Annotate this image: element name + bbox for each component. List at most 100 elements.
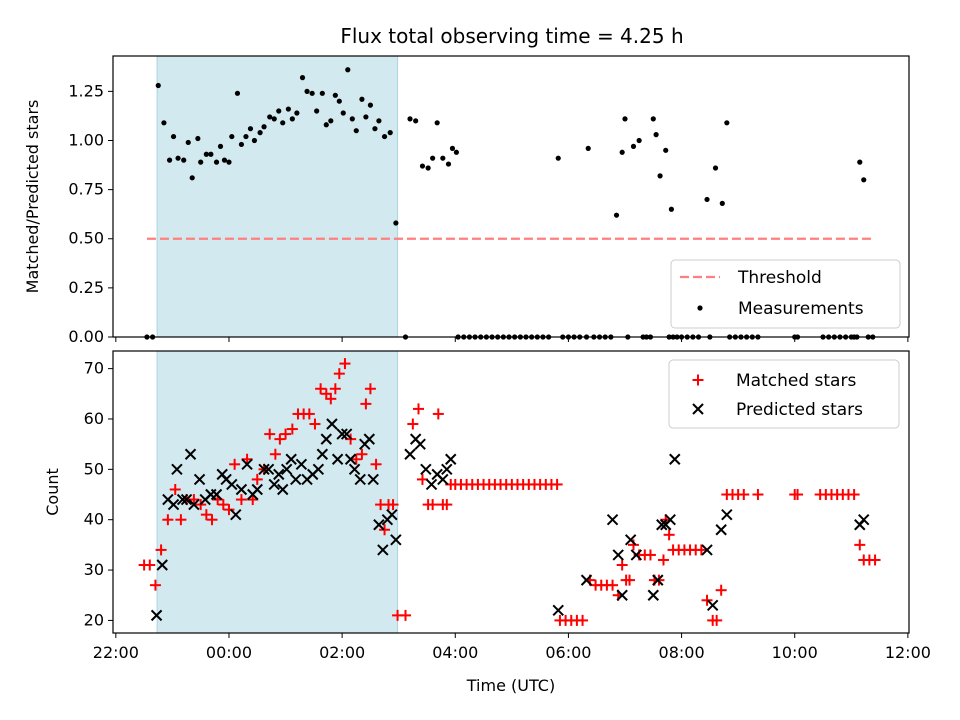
measurement-point bbox=[430, 155, 436, 161]
measurement-point bbox=[261, 124, 267, 130]
measurement-point bbox=[257, 130, 263, 136]
measurement-point bbox=[653, 132, 659, 138]
measurement-point bbox=[243, 133, 249, 140]
measurement-point bbox=[285, 106, 291, 112]
matched-star-point bbox=[350, 453, 362, 465]
measurement-point bbox=[622, 116, 628, 122]
measurement-point bbox=[712, 165, 719, 171]
predicted-star-point bbox=[180, 493, 193, 506]
y-tick-label: 1.00 bbox=[68, 130, 104, 149]
measurement-point bbox=[359, 96, 365, 102]
matched-star-point bbox=[309, 418, 321, 430]
measurement-point bbox=[217, 143, 224, 149]
matched-star-point bbox=[432, 408, 444, 420]
measurement-point bbox=[185, 139, 191, 146]
matched-star-point bbox=[441, 499, 453, 511]
measurement-point bbox=[393, 220, 399, 226]
measurement-point bbox=[195, 135, 201, 142]
matched-star-point bbox=[657, 554, 669, 566]
predicted-star-point bbox=[320, 433, 332, 445]
predicted-star-point bbox=[706, 599, 719, 612]
bottom-axes-frame bbox=[112, 350, 910, 634]
matched-star-point bbox=[315, 383, 327, 395]
predicted-star-point bbox=[616, 589, 628, 601]
y-tick-label: 40 bbox=[84, 510, 104, 529]
matched-star-point bbox=[251, 473, 263, 485]
x-tick-label: 08:00 bbox=[659, 643, 705, 662]
matched-star-point bbox=[235, 494, 247, 506]
predicted-star-point bbox=[377, 544, 389, 556]
predicted-star-point bbox=[390, 534, 402, 546]
bottom-y-axis-label: Count bbox=[43, 468, 62, 516]
bottom-legend-box bbox=[668, 359, 900, 429]
measurement-point bbox=[387, 130, 393, 136]
matched-star-point bbox=[200, 509, 212, 521]
y-tick-label: 1.25 bbox=[68, 81, 104, 100]
top-legend: Threshold Measurements bbox=[670, 259, 901, 329]
measurement-point bbox=[181, 157, 187, 163]
measurement-point bbox=[166, 157, 173, 163]
measurement-point bbox=[304, 88, 310, 94]
predicted-star-point bbox=[606, 513, 619, 526]
predicted-star-point bbox=[580, 574, 593, 586]
measurement-point bbox=[221, 157, 228, 163]
matched-star-point bbox=[339, 358, 351, 370]
x-tick-label: 10:00 bbox=[772, 643, 818, 662]
measurement-point bbox=[238, 141, 245, 148]
predicted-star-point bbox=[624, 534, 637, 546]
measurement-point bbox=[309, 90, 315, 96]
predicted-star-point bbox=[290, 473, 302, 486]
matched-star-point bbox=[738, 489, 750, 501]
measurement-point bbox=[234, 90, 241, 96]
matched-star-point bbox=[399, 609, 411, 621]
measurement-point bbox=[267, 114, 273, 120]
x-tick-label: 06:00 bbox=[545, 643, 591, 662]
predicted-star-point bbox=[326, 418, 338, 430]
measurement-point bbox=[280, 120, 286, 126]
predicted-star-point bbox=[420, 463, 432, 476]
measurement-point bbox=[345, 67, 351, 73]
legend-threshold-label: Threshold bbox=[737, 268, 822, 288]
matched-star-point bbox=[416, 473, 428, 485]
matched-star-point bbox=[274, 433, 286, 445]
measurement-point bbox=[170, 133, 177, 140]
y-tick-label: 20 bbox=[84, 610, 104, 629]
x-tick-label: 02:00 bbox=[319, 643, 365, 662]
top-axes-frame bbox=[112, 55, 910, 338]
measurement-point bbox=[440, 155, 446, 161]
predicted-star-point bbox=[354, 473, 366, 486]
measurement-point bbox=[299, 75, 306, 81]
predicted-star-point bbox=[441, 463, 453, 476]
matched-star-point bbox=[695, 544, 707, 556]
matched-star-point bbox=[229, 458, 241, 470]
predicted-star-point bbox=[656, 519, 668, 531]
legend-matched-swatch bbox=[692, 374, 704, 386]
measurement-point bbox=[336, 98, 342, 104]
measurement-point bbox=[585, 145, 591, 151]
predicted-star-point bbox=[230, 508, 242, 521]
bottom-panel: 20 30 40 50 60 70 22:00 00:00 02:00 04:00 06:00 08… bbox=[43, 350, 931, 695]
predicted-star-point bbox=[280, 463, 293, 476]
matched-star-point bbox=[144, 559, 156, 571]
top-x-ticks bbox=[115, 337, 909, 342]
measurement-point bbox=[719, 200, 725, 206]
matched-star-point bbox=[356, 448, 368, 460]
matched-star-point bbox=[269, 448, 281, 460]
measurement-point bbox=[419, 163, 426, 169]
measurement-point bbox=[650, 116, 656, 122]
x-tick-label: 00:00 bbox=[206, 643, 252, 662]
legend-matched-label: Matched stars bbox=[736, 371, 856, 391]
matched-star-point bbox=[854, 539, 866, 551]
predicted-star-point bbox=[295, 458, 308, 471]
measurement-point bbox=[229, 133, 235, 140]
predicted-star-point bbox=[437, 473, 449, 486]
matched-star-point bbox=[577, 614, 589, 626]
measurement-point bbox=[857, 159, 863, 165]
matched-star-point bbox=[286, 423, 298, 435]
matched-star-point bbox=[616, 559, 628, 571]
measurement-point bbox=[449, 145, 456, 151]
predicted-star-point bbox=[367, 473, 379, 486]
measurement-point bbox=[213, 159, 220, 165]
predicted-star-point bbox=[312, 463, 325, 476]
predicted-star-point bbox=[630, 549, 643, 561]
